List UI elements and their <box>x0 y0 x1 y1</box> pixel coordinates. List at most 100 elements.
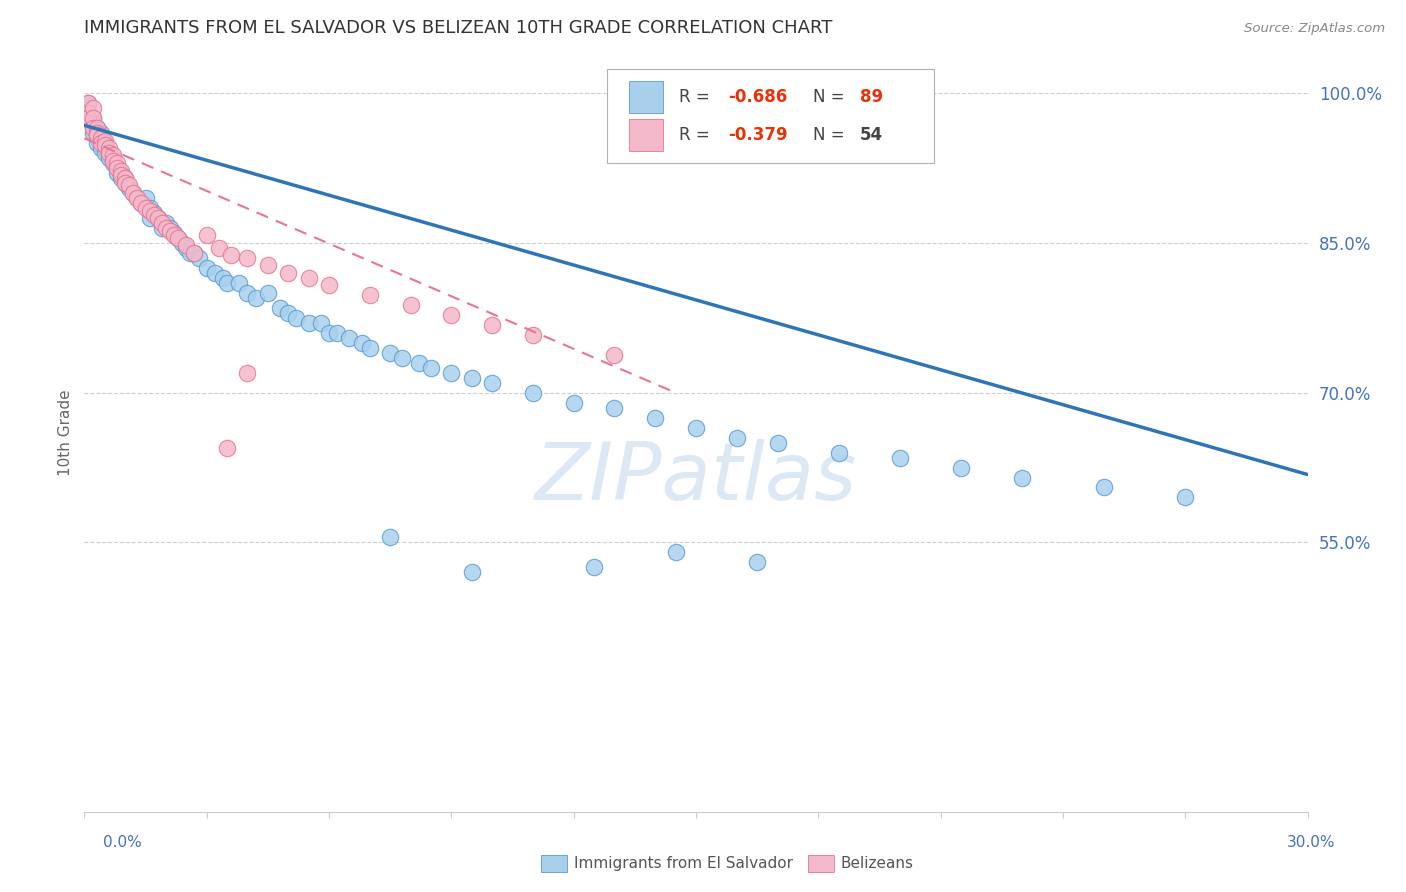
Point <box>481 318 503 332</box>
Point <box>90 136 112 151</box>
Point <box>82 112 104 126</box>
Point <box>219 248 242 262</box>
Point <box>685 420 707 434</box>
Point <box>135 191 157 205</box>
Text: R =: R = <box>679 87 714 106</box>
Point <box>138 211 160 226</box>
Point <box>142 206 165 220</box>
Point <box>127 191 149 205</box>
Point <box>163 226 186 240</box>
Point <box>118 181 141 195</box>
Point <box>339 331 361 345</box>
Point <box>562 395 585 409</box>
Point <box>93 134 115 148</box>
Point <box>1174 491 1197 505</box>
Text: N =: N = <box>814 126 851 144</box>
Text: 0.0%: 0.0% <box>103 836 142 850</box>
Point <box>1092 481 1115 495</box>
Point <box>155 221 177 235</box>
Point <box>114 176 136 190</box>
Point <box>187 251 209 265</box>
Point <box>101 151 124 165</box>
Point <box>174 241 197 255</box>
Point <box>159 224 181 238</box>
Point <box>122 186 145 201</box>
Point <box>82 121 104 136</box>
Point <box>90 126 112 140</box>
Point <box>828 445 851 459</box>
Point <box>86 128 108 143</box>
Point <box>420 360 443 375</box>
Text: -0.379: -0.379 <box>728 126 787 144</box>
Point <box>101 148 124 162</box>
Point <box>380 346 402 360</box>
Point <box>644 410 666 425</box>
Point <box>77 106 100 120</box>
Point <box>950 460 973 475</box>
Point <box>131 196 153 211</box>
Point <box>77 112 100 126</box>
Point <box>236 285 259 300</box>
Point <box>326 326 349 340</box>
Point <box>167 231 190 245</box>
Point <box>350 335 373 350</box>
Point <box>82 112 104 126</box>
Point <box>174 238 197 252</box>
Point <box>131 196 153 211</box>
Point <box>146 211 169 226</box>
Point <box>163 228 186 243</box>
Point <box>208 241 231 255</box>
Point <box>86 136 108 151</box>
Point <box>889 450 911 465</box>
Point <box>101 154 124 169</box>
Point <box>725 431 748 445</box>
Point <box>86 121 108 136</box>
Point <box>122 186 145 201</box>
Point <box>118 178 141 193</box>
Point <box>93 136 115 151</box>
Point <box>298 316 321 330</box>
Point <box>142 208 165 222</box>
Point <box>217 276 239 290</box>
Point <box>97 146 120 161</box>
Point <box>110 168 132 182</box>
Point <box>86 126 108 140</box>
Point <box>110 171 132 186</box>
Point <box>110 164 132 178</box>
Point <box>257 258 280 272</box>
Point <box>105 161 128 176</box>
Text: 30.0%: 30.0% <box>1288 836 1336 850</box>
Text: N =: N = <box>814 87 851 106</box>
Point <box>285 310 308 325</box>
Point <box>82 121 104 136</box>
Point <box>77 96 100 111</box>
Point <box>603 401 626 415</box>
Point <box>82 126 104 140</box>
Point <box>408 356 430 370</box>
Point <box>110 166 132 180</box>
Point <box>228 276 250 290</box>
Point <box>97 146 120 161</box>
Point <box>603 348 626 362</box>
FancyBboxPatch shape <box>606 69 935 163</box>
Point <box>93 141 115 155</box>
Point <box>461 370 484 384</box>
Point <box>82 102 104 116</box>
Text: Immigrants from El Salvador: Immigrants from El Salvador <box>574 856 793 871</box>
Point <box>114 176 136 190</box>
Point <box>127 191 149 205</box>
Point <box>269 301 291 315</box>
Point <box>298 271 321 285</box>
Point <box>114 171 136 186</box>
Point <box>440 308 463 322</box>
Point <box>159 221 181 235</box>
Text: -0.686: -0.686 <box>728 87 787 106</box>
Point <box>583 560 606 574</box>
Point <box>90 131 112 145</box>
Point <box>309 316 332 330</box>
Point <box>212 271 235 285</box>
Point <box>172 236 194 251</box>
Point <box>195 260 218 275</box>
Point <box>440 366 463 380</box>
Point <box>359 341 381 355</box>
